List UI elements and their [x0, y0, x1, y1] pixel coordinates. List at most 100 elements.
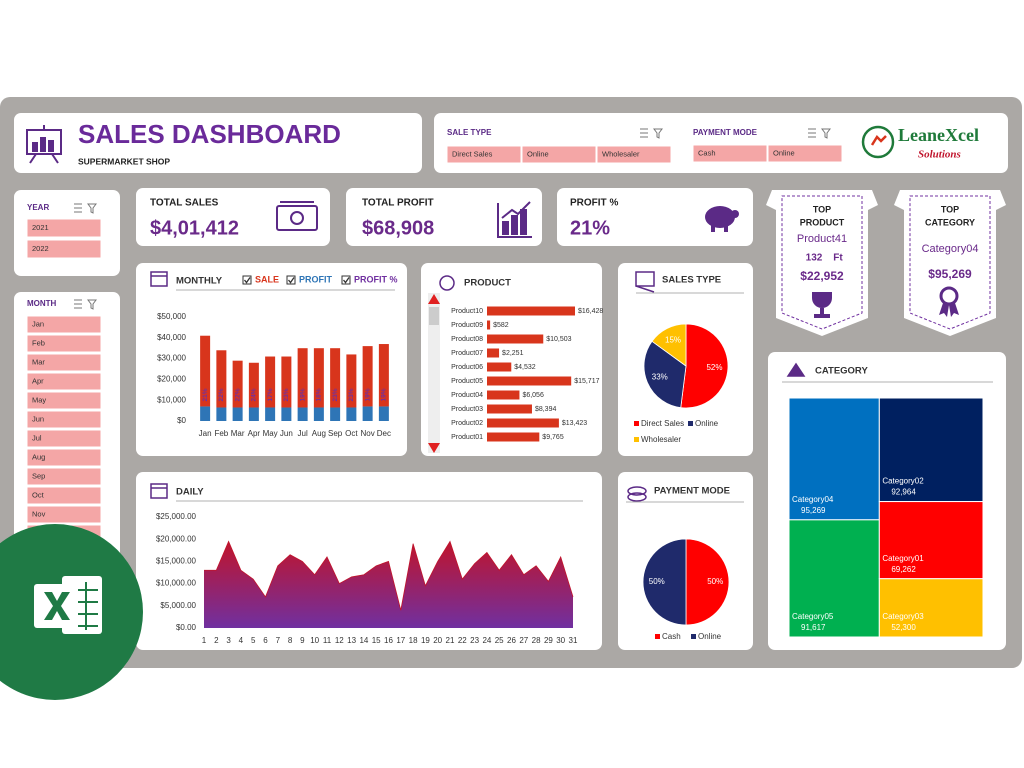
data-label: $8,394 [535, 406, 557, 413]
slicer-item-label[interactable]: Sep [32, 471, 45, 480]
slicer-item-label[interactable]: Feb [32, 338, 45, 347]
slicer-item[interactable] [26, 391, 102, 410]
slicer-item[interactable] [26, 334, 102, 353]
data-label: $582 [493, 322, 509, 329]
y-tick-label: $10,000.00 [156, 579, 197, 588]
legend-checkbox[interactable] [286, 275, 296, 285]
slicer-item[interactable] [767, 144, 843, 163]
slicer-item-label[interactable]: May [32, 395, 46, 404]
chart-title: PAYMENT MODE [654, 486, 730, 497]
slicer-item-label[interactable]: Oct [32, 490, 45, 499]
legend-check[interactable] [342, 277, 350, 284]
slicer-item-label[interactable]: Jan [32, 319, 44, 328]
data-label: 19% [381, 388, 388, 401]
slicer-item-label[interactable]: Wholesaler [602, 149, 640, 158]
data-label: $15,717 [574, 378, 599, 385]
chart-title: MONTHLY [176, 276, 223, 287]
slicer-item-label[interactable]: Aug [32, 452, 45, 461]
slicer-item-label[interactable]: Cash [698, 148, 716, 157]
legend-label[interactable]: PROFIT [299, 274, 333, 284]
slicer-item-label[interactable]: 2022 [32, 244, 49, 253]
legend-label: Online [695, 419, 719, 428]
slicer-item-label[interactable]: Online [773, 148, 795, 157]
slicer-item[interactable] [26, 448, 102, 467]
slicer-item[interactable] [26, 239, 102, 259]
slicer-item[interactable] [26, 353, 102, 372]
bar-segment [297, 348, 308, 408]
legend-item[interactable]: SALE [242, 274, 279, 285]
legend-swatch [634, 421, 639, 426]
filter-icon[interactable] [808, 128, 831, 139]
x-tick-label: 15 [372, 636, 381, 645]
slicer-item[interactable] [26, 218, 102, 238]
x-tick-label: 8 [288, 636, 293, 645]
legend-check[interactable] [243, 277, 251, 284]
card [346, 188, 542, 246]
kpi-value: $4,01,412 [150, 217, 239, 239]
top-product-quantity: 132 [806, 253, 823, 264]
charts: $0 $10,000 $20,000 $30,000 $40,000 $50,000 SAL… [156, 274, 984, 645]
card [14, 113, 422, 173]
presentation-icon [26, 125, 62, 164]
legend-checkbox[interactable] [242, 275, 252, 285]
slicer-item[interactable] [446, 145, 522, 164]
legend-swatch [688, 421, 693, 426]
top-product-unit: Ft [833, 253, 843, 264]
x-tick-label: 17 [396, 636, 405, 645]
slicer-item-label[interactable]: Nov [32, 509, 46, 518]
slicer-item[interactable] [26, 467, 102, 486]
y-tick-label: Product04 [451, 392, 483, 399]
filter-icon[interactable] [74, 203, 97, 214]
data-label: 23% [348, 388, 355, 401]
data-label: 52% [706, 363, 722, 372]
slicer-item-label[interactable]: Jul [32, 433, 42, 442]
y-tick-label: $15,000.00 [156, 557, 197, 566]
logo-tagline: Solutions [918, 149, 961, 161]
filter-icon[interactable] [74, 299, 97, 310]
x-tick-label: Nov [361, 429, 375, 438]
top-category-ribbon [894, 190, 1006, 336]
slicer-item-label[interactable]: Online [527, 149, 549, 158]
x-tick-label: 28 [532, 636, 541, 645]
x-tick-label: Jul [298, 429, 308, 438]
top-product-name: Product41 [797, 233, 847, 245]
x-tick-label: 7 [276, 636, 281, 645]
legend-check[interactable] [287, 277, 295, 284]
data-label: 19% [299, 388, 306, 401]
slicer-item[interactable] [26, 372, 102, 391]
scrollbar[interactable] [428, 293, 440, 453]
slicer-item-label[interactable]: Mar [32, 357, 45, 366]
slicer-item[interactable] [692, 144, 768, 163]
x-tick-label: 11 [323, 636, 332, 645]
x-tick-label: Jun [280, 429, 293, 438]
slicer-item-label[interactable]: Direct Sales [452, 149, 493, 158]
area-fill [204, 541, 573, 628]
slicer-item[interactable] [596, 145, 672, 164]
slicer-item-label[interactable]: Apr [32, 376, 44, 385]
x-tick-label: 2 [214, 636, 219, 645]
bar [487, 306, 575, 316]
bar [487, 362, 512, 372]
slicer-item-label[interactable]: 2021 [32, 223, 49, 232]
tile-label: Category03 [882, 612, 924, 621]
legend-item[interactable]: PROFIT [286, 274, 333, 285]
bar-segment [265, 407, 276, 421]
x-tick-label: Aug [312, 429, 326, 438]
legend-checkbox[interactable] [341, 275, 351, 285]
tile-value: 52,300 [891, 623, 916, 632]
bar [487, 390, 520, 400]
slicer-item[interactable] [26, 429, 102, 448]
filter-icon[interactable] [640, 128, 663, 139]
slicer-item[interactable] [26, 315, 102, 334]
legend-label[interactable]: PROFIT % [354, 274, 398, 284]
slicer-item[interactable] [26, 505, 102, 524]
slicer-item[interactable] [521, 145, 597, 164]
logo-name: LeaneXcel [898, 125, 979, 145]
bar [487, 404, 532, 414]
slicer-item[interactable] [26, 486, 102, 505]
slicer-item-label[interactable]: Jun [32, 414, 44, 423]
y-tick-label: Product03 [451, 406, 483, 413]
slicer-item[interactable] [26, 410, 102, 429]
legend-item[interactable]: PROFIT % [341, 274, 398, 285]
legend-label[interactable]: SALE [255, 274, 279, 284]
